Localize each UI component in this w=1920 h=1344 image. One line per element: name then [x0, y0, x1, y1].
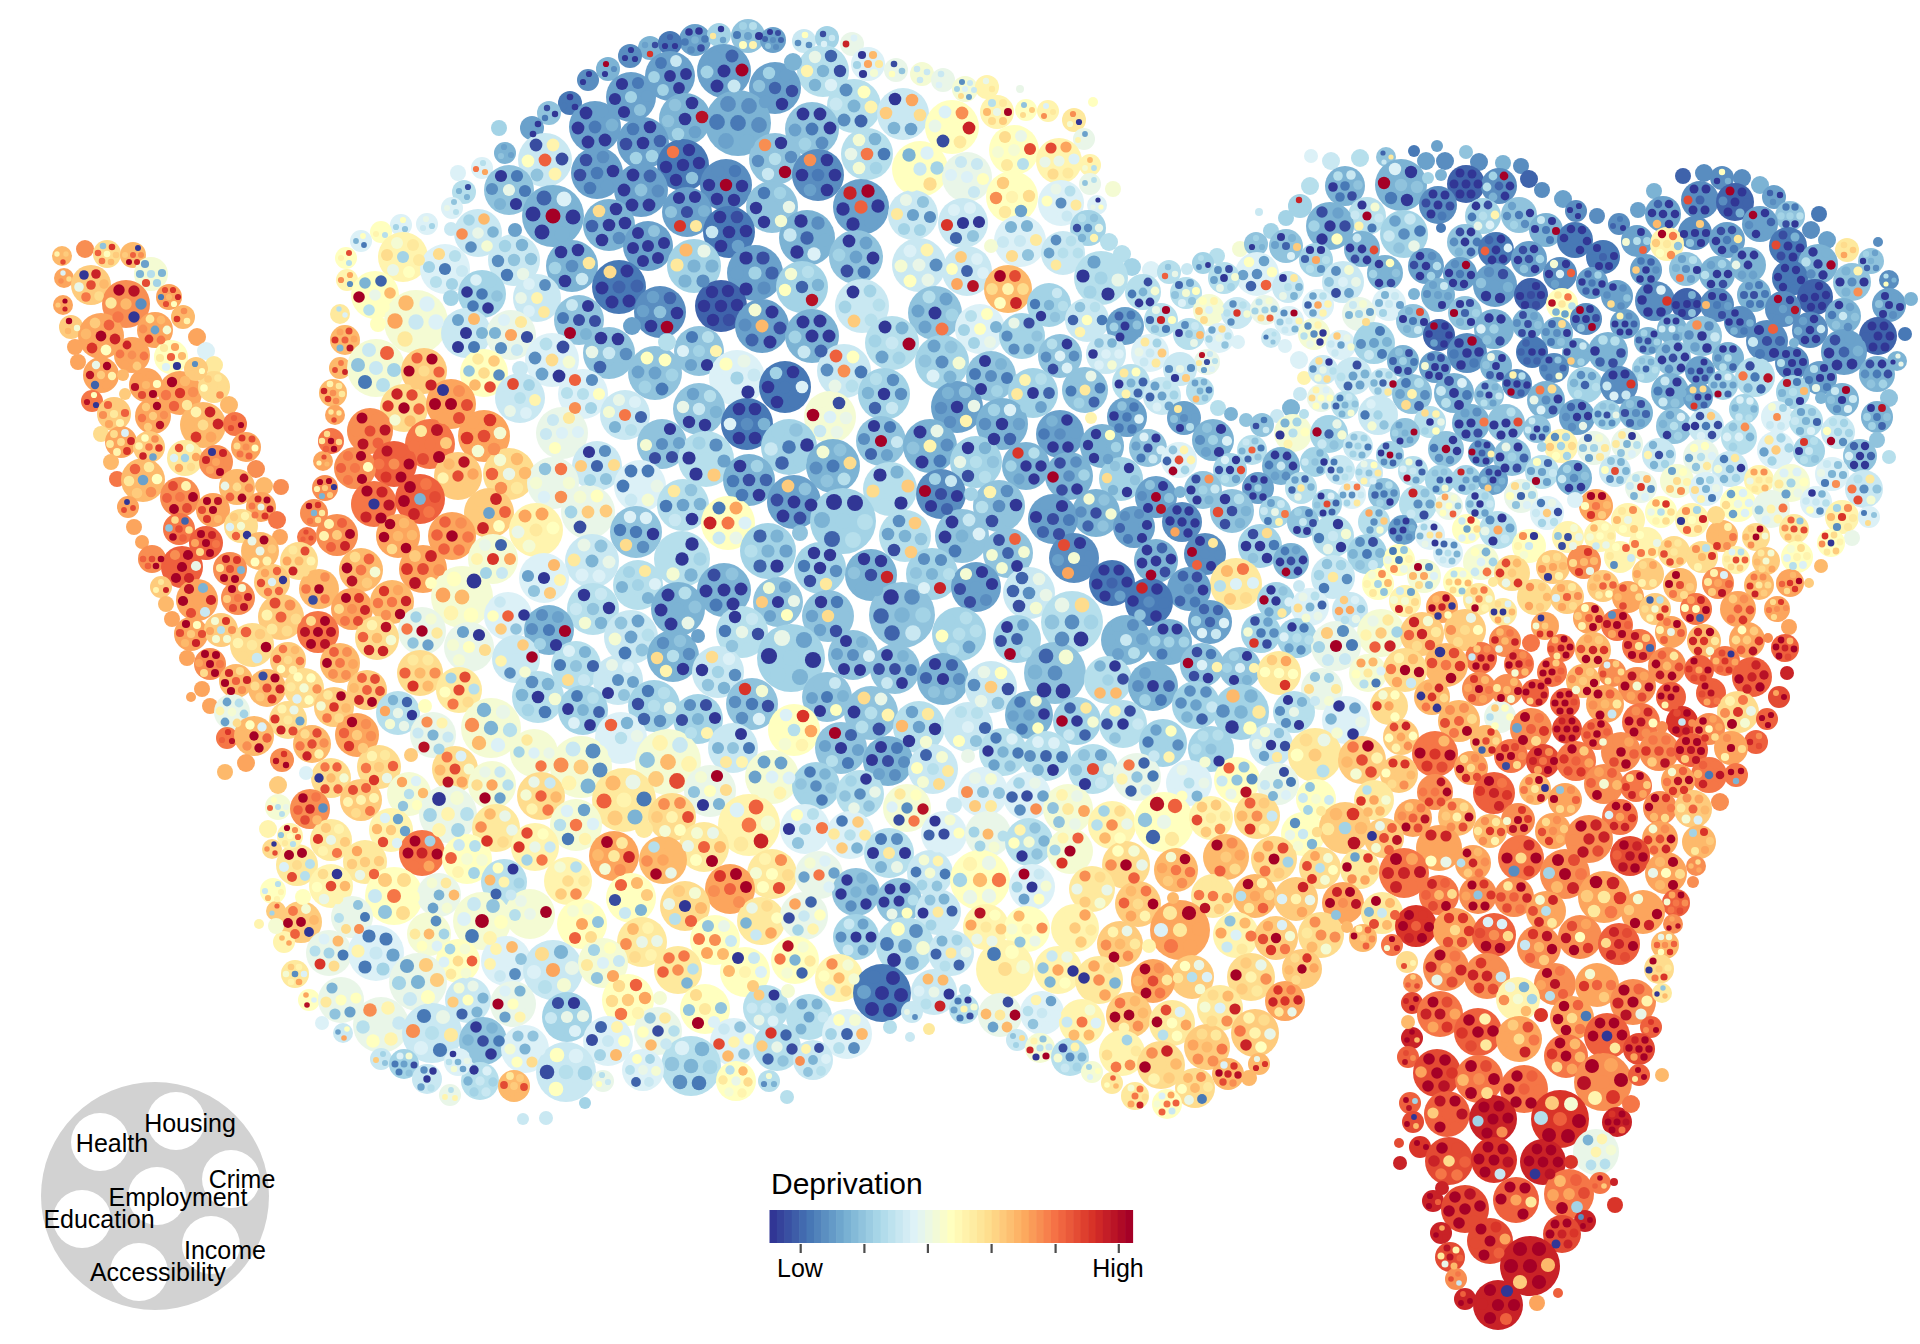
svg-text:Accessibility: Accessibility: [90, 1258, 227, 1286]
svg-text:Education: Education: [43, 1205, 154, 1233]
svg-text:Housing: Housing: [144, 1109, 236, 1137]
svg-text:Deprivation: Deprivation: [771, 1167, 923, 1200]
svg-text:Health: Health: [76, 1129, 148, 1157]
svg-text:High: High: [1092, 1254, 1143, 1282]
svg-text:Low: Low: [777, 1254, 824, 1282]
